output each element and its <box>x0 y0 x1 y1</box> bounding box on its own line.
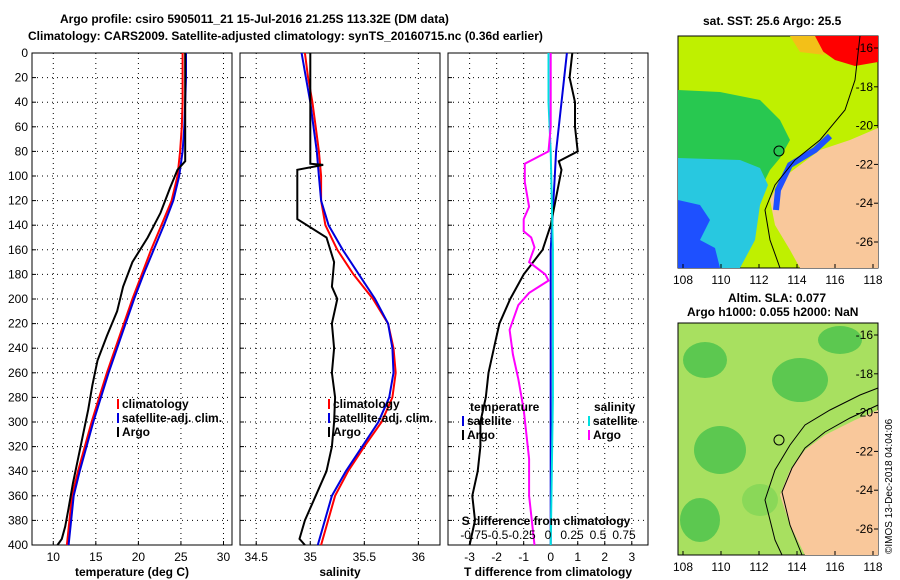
axes-frame <box>239 52 441 546</box>
y-tick-label: 100 <box>8 169 28 183</box>
x-axis-label: salinity <box>319 565 361 579</box>
x-tick-label: 35 <box>304 550 318 564</box>
title-line-2: Climatology: CARS2009. Satellite-adjuste… <box>28 29 543 43</box>
series-line-climatology <box>65 53 184 546</box>
sla-map-title-2: Argo h1000: 0.055 h2000: NaN <box>687 305 859 319</box>
y-tick-label: 300 <box>8 415 28 429</box>
y-tick-label: 360 <box>8 489 28 503</box>
secondary-tick-label: -0.75 <box>460 528 488 542</box>
secondary-tick-label: 0 <box>545 528 552 542</box>
x-axis-label: T difference from climatology <box>464 565 632 579</box>
legend-label: satellite <box>467 414 512 428</box>
chart-panel-1: 10 15 20 25 30020406080100120140160180200220… <box>8 46 233 579</box>
x-tick-label: 10 <box>47 550 61 564</box>
legend-label: climatology <box>333 397 400 411</box>
title-line-1: Argo profile: csiro 5905011_21 15-Jul-20… <box>60 12 449 26</box>
series-line-salinity-argo <box>508 53 552 546</box>
watermark: ©IMOS 13-Dec-2018 04:04:06 <box>884 418 895 554</box>
chart-panel-3: -3 -2 -1 0 1 2 3T difference from climatology t… <box>447 52 649 579</box>
x-tick-label: -3 <box>464 550 475 564</box>
secondary-tick-label: 0.25 <box>560 528 584 542</box>
secondary-tick-label: -0.5 <box>488 528 509 542</box>
x-tick-label: -1 <box>518 550 529 564</box>
legend-label: satellite <box>593 414 638 428</box>
y-tick-label: 40 <box>15 95 29 109</box>
y-tick-label: 60 <box>15 120 29 134</box>
legend-label: Argo <box>593 428 621 442</box>
series-line-climatology <box>303 52 397 546</box>
series-line-argo <box>56 53 187 546</box>
y-tick-label: 120 <box>8 194 28 208</box>
y-tick-label: 140 <box>8 218 28 232</box>
x-tick-label: 36 <box>412 550 426 564</box>
axes-frame <box>31 52 233 546</box>
legend-label: satellite-adj. clim. <box>122 411 222 425</box>
y-tick-label: 340 <box>8 464 28 478</box>
legend-label: satellite-adj. clim. <box>333 411 433 425</box>
y-tick-label: 380 <box>8 513 28 527</box>
x-axis-label: temperature (deg C) <box>75 565 189 579</box>
y-tick-label: 0 <box>21 46 28 60</box>
secondary-tick-label: -0.25 <box>508 528 536 542</box>
legend-label: Argo <box>122 425 150 439</box>
series-line-temperature-argo <box>468 52 579 546</box>
y-tick-label: 160 <box>8 243 28 257</box>
sst-map-title: sat. SST: 25.6 Argo: 25.5 <box>703 14 842 28</box>
x-tick-label: 0 <box>547 550 554 564</box>
x-tick-label: 15 <box>89 550 103 564</box>
y-tick-label: 80 <box>15 144 29 158</box>
chart-panel-2: 34.5 35 35.5 36 salinity climatologysatellite… <box>239 52 441 579</box>
legend-salinity-title: salinity <box>594 400 636 414</box>
x-tick-label: 25 <box>174 550 188 564</box>
series-line-salinity-satellite <box>547 53 554 546</box>
x-tick-label: 3 <box>628 550 635 564</box>
legend-label: Argo <box>467 428 495 442</box>
x-tick-label: 30 <box>217 550 231 564</box>
x-tick-label: 1 <box>574 550 581 564</box>
x-tick-label: 35.5 <box>353 550 377 564</box>
legend-label: climatology <box>122 397 189 411</box>
legend-temperature-title: temperature <box>470 400 540 414</box>
y-tick-label: 220 <box>8 317 28 331</box>
y-tick-label: 180 <box>8 267 28 281</box>
y-tick-label: 20 <box>15 71 29 85</box>
x-tick-label: -2 <box>491 550 502 564</box>
series-line-satellite-adj-clim- <box>67 53 187 546</box>
y-tick-label: 400 <box>8 538 28 552</box>
secondary-axis-label: S difference from climatology <box>462 514 631 528</box>
sla-map-title-1: Altim. SLA: 0.077 <box>728 291 827 305</box>
series-line-argo <box>296 53 339 546</box>
y-tick-label: 320 <box>8 440 28 454</box>
y-tick-label: 200 <box>8 292 28 306</box>
x-tick-label: 34.5 <box>245 550 269 564</box>
x-tick-label: 20 <box>132 550 146 564</box>
legend-label: Argo <box>333 425 361 439</box>
secondary-tick-label: 0.75 <box>612 528 636 542</box>
x-tick-label: 2 <box>601 550 608 564</box>
y-tick-label: 260 <box>8 366 28 380</box>
series-line-satellite-adj-clim- <box>300 52 395 546</box>
y-tick-label: 240 <box>8 341 28 355</box>
secondary-tick-label: 0.5 <box>590 528 607 542</box>
y-tick-label: 280 <box>8 390 28 404</box>
